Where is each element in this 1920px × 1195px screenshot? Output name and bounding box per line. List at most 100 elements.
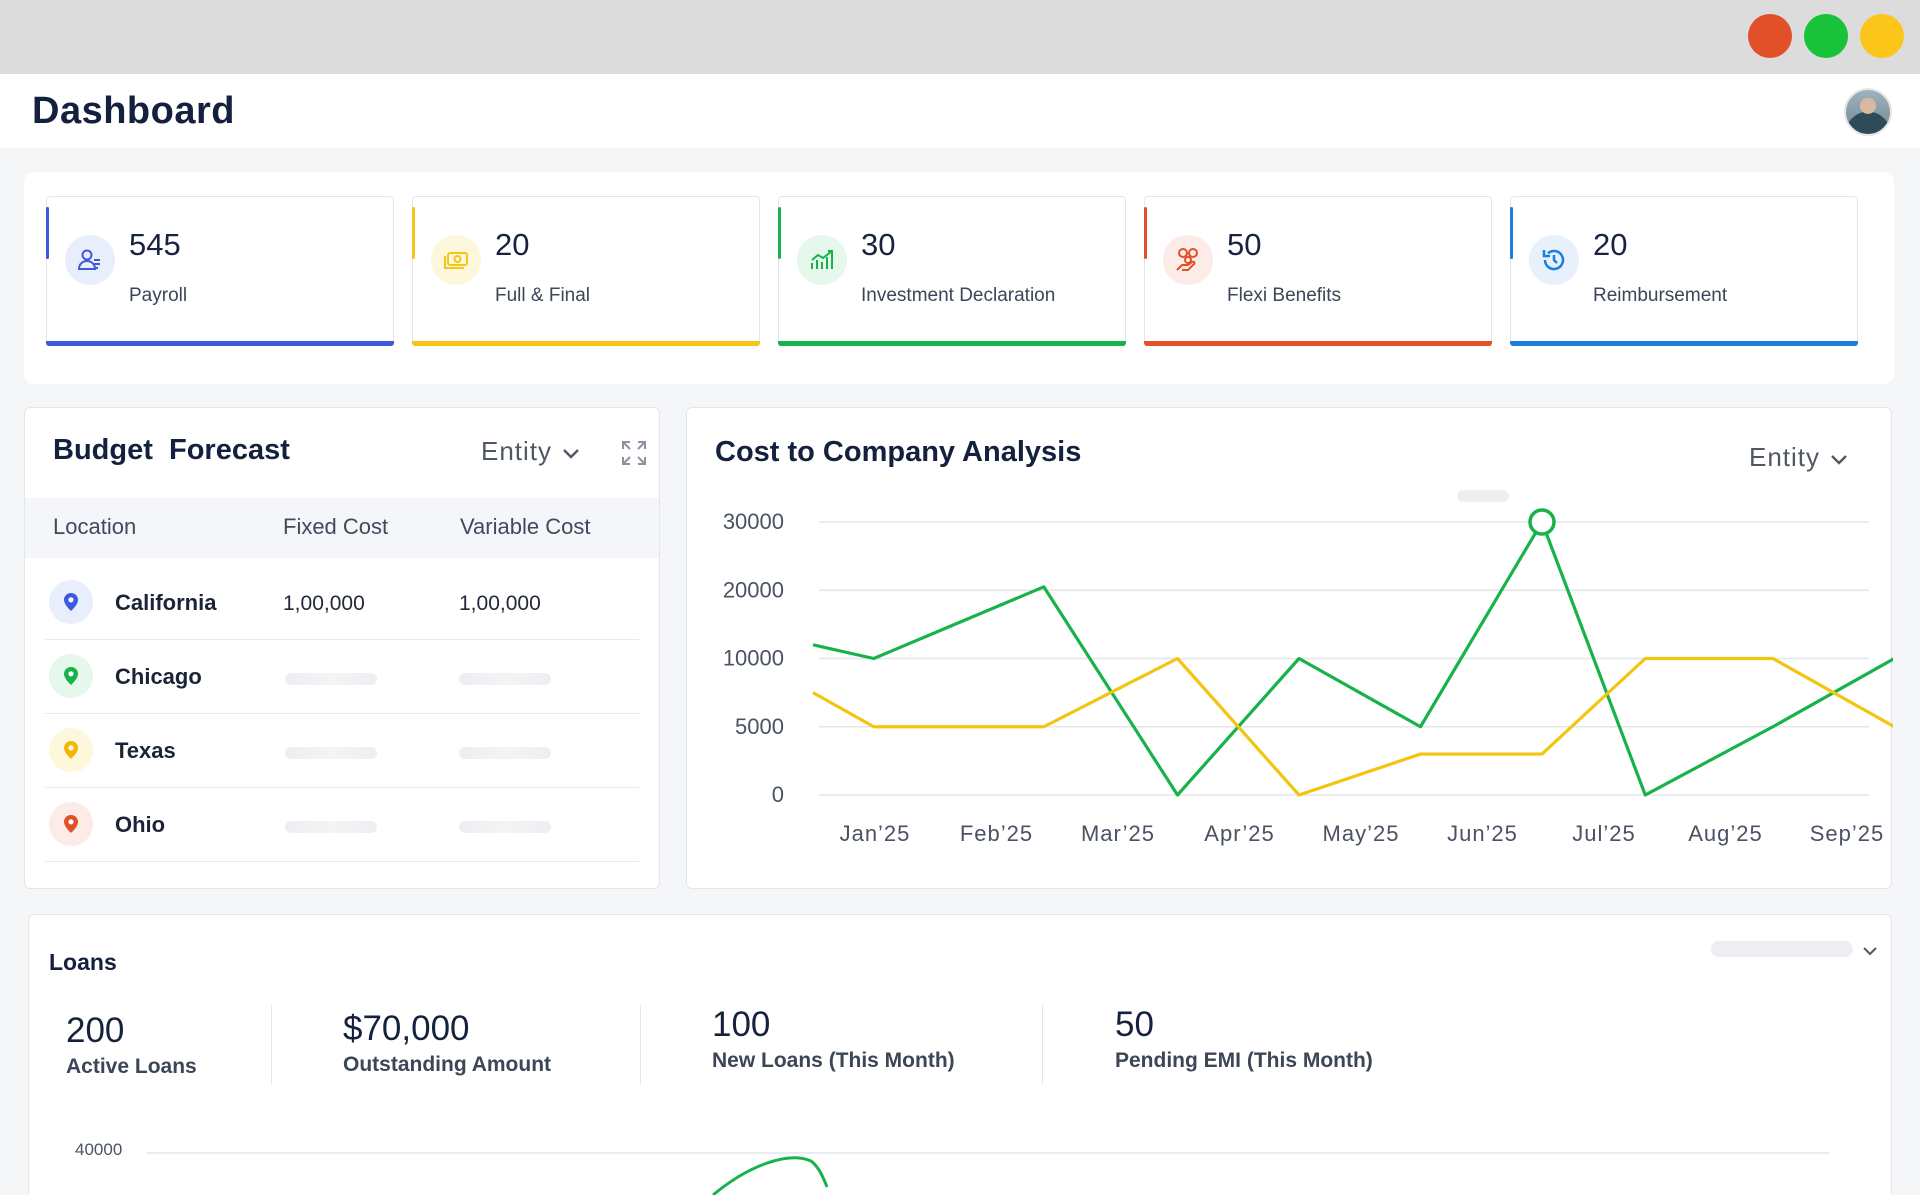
stat-card-full-final[interactable]: 20 Full & Final — [412, 196, 760, 346]
divider — [1042, 1005, 1043, 1085]
divider — [271, 1005, 272, 1085]
location-name: Ohio — [115, 812, 166, 837]
entity-dropdown-label: Entity — [481, 436, 553, 466]
stat-value: 20 — [495, 227, 530, 262]
y-tick-label: 10000 — [723, 646, 784, 671]
column-header-fixed-cost: Fixed Cost — [283, 514, 389, 539]
x-tick-label: May’25 — [1323, 821, 1400, 846]
loan-stat-pending-emi: 50 Pending EMI (This Month) — [1115, 1005, 1373, 1073]
x-tick-label: Aug’25 — [1688, 821, 1763, 846]
loan-stat-label: Outstanding Amount — [343, 1053, 552, 1076]
x-tick-label: Feb’25 — [960, 821, 1033, 846]
location-pin-icon — [49, 654, 93, 698]
stat-card-flexi-benefits[interactable]: 50 Flexi Benefits — [1144, 196, 1492, 346]
stat-value: 20 — [1593, 227, 1628, 262]
location-name: California — [115, 590, 217, 615]
maximize-window-button[interactable] — [1804, 14, 1848, 58]
refresh-clock-icon — [1529, 235, 1579, 285]
card-accent-left — [1144, 207, 1147, 259]
stat-card-investment-declaration[interactable]: 30 Investment Declaration — [778, 196, 1126, 346]
table-row[interactable]: Texas — [45, 714, 639, 788]
loan-stat-label: New Loans (This Month) — [712, 1049, 955, 1072]
ctc-analysis-title: Cost to Company Analysis — [715, 436, 1082, 468]
entity-dropdown-label: Entity — [1749, 442, 1821, 472]
table-row[interactable]: Ohio — [45, 788, 639, 862]
card-accent-left — [46, 207, 49, 259]
fixed-cost-value: 1,00,000 — [283, 592, 365, 615]
y-tick-label: 30000 — [723, 509, 784, 534]
ctc-entity-dropdown[interactable]: Entity — [1749, 442, 1848, 473]
loan-stat-label: Active Loans — [66, 1055, 197, 1078]
loan-stat-active: 200 Active Loans — [66, 1011, 197, 1079]
location-pin-icon — [49, 728, 93, 772]
card-accent-left — [412, 207, 415, 259]
series-line — [812, 520, 1893, 797]
close-window-button[interactable] — [1748, 14, 1792, 58]
loan-stat-value: 50 — [1115, 1005, 1154, 1044]
x-tick-label: Apr’25 — [1204, 821, 1274, 846]
chevron-down-icon[interactable] — [1863, 943, 1877, 961]
loan-stat-new: 100 New Loans (This Month) — [712, 1005, 955, 1073]
stat-card-payroll[interactable]: 545 Payroll — [46, 196, 394, 346]
stat-label: Reimbursement — [1593, 285, 1728, 306]
location-name: Texas — [115, 738, 176, 763]
loading-placeholder — [459, 821, 551, 833]
location-pin-icon — [49, 802, 93, 846]
y-tick-label: 0 — [772, 782, 784, 807]
location-pin-icon — [49, 580, 93, 624]
x-tick-label: Mar’25 — [1081, 821, 1155, 846]
loading-placeholder — [459, 673, 551, 685]
chevron-down-icon — [1830, 442, 1848, 473]
page-header: Dashboard — [0, 74, 1920, 148]
stat-label: Full & Final — [495, 285, 591, 306]
loan-stat-value: 200 — [66, 1011, 125, 1050]
loan-stat-outstanding: $70,000 Outstanding Amount — [343, 1009, 551, 1077]
column-header-location: Location — [53, 514, 137, 539]
budget-table-header: Location Fixed Cost Variable Cost — [25, 498, 659, 558]
loading-placeholder — [1711, 941, 1853, 957]
card-accent-bottom — [1144, 341, 1492, 346]
window-titlebar — [0, 0, 1920, 74]
loading-placeholder — [285, 673, 377, 685]
stat-label: Flexi Benefits — [1227, 285, 1342, 306]
ctc-analysis-panel: Cost to Company Analysis Entity 30000 200… — [686, 407, 1893, 889]
budget-forecast-panel: Budget Forecast Entity Location Fixed Co… — [24, 407, 660, 889]
variable-cost-value: 1,00,000 — [459, 592, 541, 615]
stat-value: 50 — [1227, 227, 1262, 262]
table-row[interactable]: California 1,00,000 1,00,000 — [45, 566, 639, 640]
card-accent-left — [1510, 207, 1513, 259]
loading-placeholder — [285, 747, 377, 759]
money-stack-icon — [431, 235, 481, 285]
budget-entity-dropdown[interactable]: Entity — [481, 436, 580, 467]
user-avatar[interactable] — [1844, 88, 1892, 136]
card-accent-bottom — [778, 341, 1126, 346]
x-tick-label: Jun’25 — [1447, 821, 1518, 846]
hand-coins-icon — [1163, 235, 1213, 285]
table-row[interactable]: Chicago — [45, 640, 639, 714]
card-accent-bottom — [1510, 341, 1858, 346]
loading-placeholder — [285, 821, 377, 833]
stat-label: Investment Declaration — [861, 285, 1056, 306]
stat-value: 30 — [861, 227, 896, 262]
y-tick-label: 40000 — [75, 1140, 122, 1159]
stat-value: 545 — [129, 227, 181, 262]
x-tick-label: Sep’25 — [1810, 821, 1885, 846]
x-tick-label: Jul’25 — [1572, 821, 1635, 846]
loan-stat-label: Pending EMI (This Month) — [1115, 1049, 1373, 1072]
y-tick-label: 20000 — [723, 577, 784, 602]
loan-stat-value: $70,000 — [343, 1009, 470, 1048]
stat-card-reimbursement[interactable]: 20 Reimbursement — [1510, 196, 1858, 346]
card-accent-bottom — [412, 341, 760, 346]
expand-icon[interactable] — [621, 440, 647, 471]
stat-label: Payroll — [129, 285, 188, 306]
y-tick-label: 5000 — [735, 714, 784, 739]
series-line — [812, 656, 1893, 797]
chart-growth-icon — [797, 235, 847, 285]
loans-panel: Loans 200 Active Loans $70,000 Outstandi… — [28, 914, 1892, 1195]
highlight-point[interactable] — [1528, 508, 1556, 536]
minimize-window-button[interactable] — [1860, 14, 1904, 58]
loans-line-chart: 40000 — [75, 1140, 1829, 1195]
budget-forecast-title: Budget Forecast — [53, 434, 290, 466]
payroll-users-icon — [65, 235, 115, 285]
chevron-down-icon — [562, 436, 580, 467]
